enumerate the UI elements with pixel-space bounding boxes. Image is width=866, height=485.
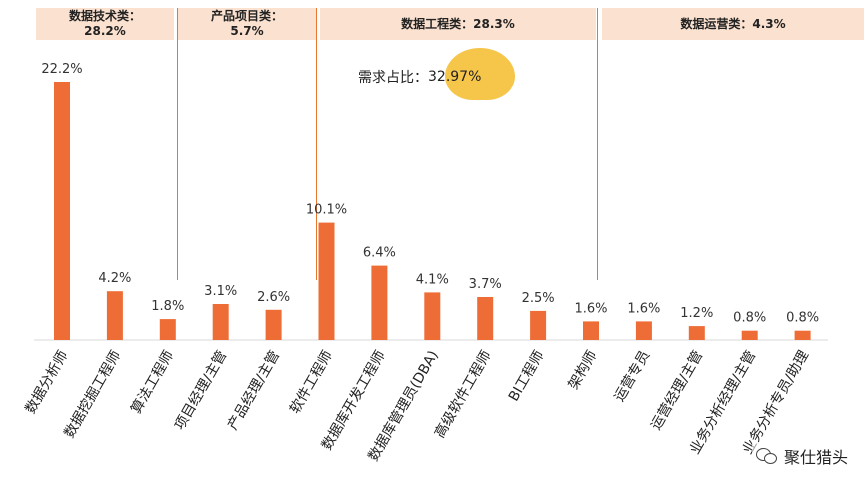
bar-value-label: 3.1% <box>204 284 237 299</box>
bar-value-label: 0.8% <box>786 311 819 326</box>
x-tick-label: 数据分析师 <box>23 348 72 417</box>
bar <box>371 265 388 340</box>
watermark: 聚仕猎头 <box>751 442 852 470</box>
group-divider-3 <box>597 8 598 280</box>
x-tick-label: 运营经理/主管 <box>648 348 706 433</box>
x-tick-label: BI工程师 <box>506 348 548 404</box>
bar-value-label: 2.5% <box>522 291 555 306</box>
bar <box>424 292 441 340</box>
x-tick-label: 算法工程师 <box>128 348 177 417</box>
bar <box>477 297 494 340</box>
bar-value-label: 1.6% <box>574 301 607 316</box>
x-tick-label: 产品经理/主管 <box>225 348 283 433</box>
group-band-data-operations <box>602 8 864 40</box>
bar-value-label: 4.1% <box>416 272 449 287</box>
bar <box>106 291 123 340</box>
wechat-icon <box>755 448 778 464</box>
x-tick-label: 架构师 <box>566 348 601 392</box>
bar <box>212 304 229 340</box>
group-divider-1 <box>177 8 178 280</box>
x-tick-label: 高级软件工程师 <box>431 348 495 441</box>
watermark-text: 聚仕猎头 <box>783 448 848 467</box>
bar <box>794 330 811 340</box>
bar-value-label: 3.7% <box>469 277 502 292</box>
bar <box>688 326 705 340</box>
x-tick-label: 项目经理/主管 <box>172 348 230 433</box>
x-tick-label: 软件工程师 <box>287 348 336 417</box>
bar <box>635 321 652 340</box>
group-divider-2 <box>316 8 317 280</box>
bar-value-label: 4.2% <box>98 271 131 286</box>
bar-value-label: 10.1% <box>306 203 347 218</box>
group-band-data-engineering <box>320 8 596 40</box>
bar <box>54 82 70 340</box>
x-tick-label: 运营专员 <box>612 348 654 404</box>
group-label-data-tech: 数据技术类： 28.2% <box>68 9 141 38</box>
group-label-product: 产品项目类： 5.7% <box>210 9 283 38</box>
demand-share-callout: 需求占比： 32.97% <box>358 64 481 90</box>
group-band-product <box>178 8 316 40</box>
bar <box>159 319 176 340</box>
x-tick-label: 数据挖掘工程师 <box>62 348 125 441</box>
group-label-data-operations: 数据运营类：4.3% <box>680 17 786 31</box>
callout-value: 32.97% <box>428 69 482 85</box>
bar-value-label: 1.2% <box>680 306 713 321</box>
bar-value-label: 1.6% <box>627 301 660 316</box>
bar-value-label: 6.4% <box>363 246 396 261</box>
bar <box>530 310 547 340</box>
bar-value-label: 2.6% <box>257 290 290 305</box>
group-band-data-tech <box>36 8 174 40</box>
callout-label: 需求占比： <box>358 70 428 86</box>
group-label-data-engineering: 数据工程类：28.3% <box>401 17 515 31</box>
bar-value-label: 0.8% <box>733 311 766 326</box>
bar-value-label: 22.2% <box>41 62 82 77</box>
callout-highlight <box>445 48 515 100</box>
bar <box>583 321 599 340</box>
bar-value-label: 1.8% <box>151 299 184 314</box>
bar <box>318 222 335 340</box>
bar <box>741 330 758 340</box>
bar <box>265 309 282 340</box>
